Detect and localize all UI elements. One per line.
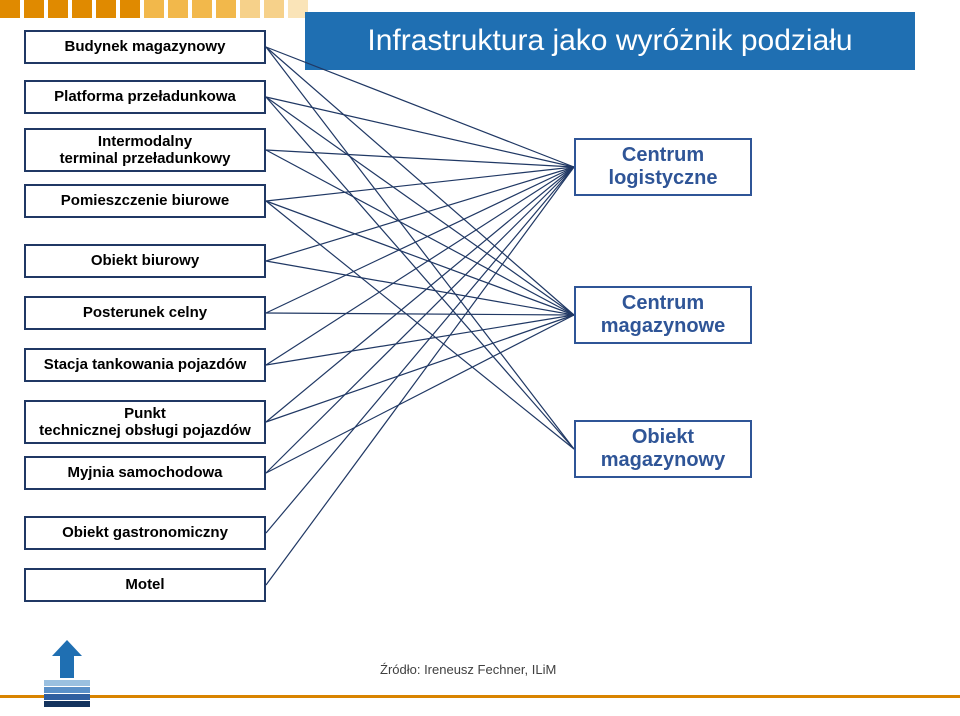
source-text: Źródło: Ireneusz Fechner, ILiM [380, 662, 556, 677]
node-myjnia-samochodowa: Myjnia samochodowa [24, 456, 266, 490]
node-centrum-magazynowe: Centrummagazynowe [574, 286, 752, 344]
node-platforma-przeladunkowa: Platforma przeładunkowa [24, 80, 266, 114]
edge [266, 47, 574, 449]
node-label: Posterunek celny [83, 304, 207, 321]
edge [266, 201, 574, 315]
node-label: Motel [125, 576, 164, 593]
top-strip-segment [48, 0, 68, 18]
node-stacja-tankowania: Stacja tankowania pojazdów [24, 348, 266, 382]
top-strip-segment [96, 0, 116, 18]
edge [266, 97, 574, 315]
top-strip-segment [0, 0, 20, 18]
top-strip-segment [24, 0, 44, 18]
node-label: Centrummagazynowe [601, 292, 725, 338]
bottom-divider [0, 695, 960, 698]
node-centrum-logistyczne: Centrumlogistyczne [574, 138, 752, 196]
top-strip-segment [216, 0, 236, 18]
edge [266, 150, 574, 315]
node-label: Pomieszczenie biurowe [61, 192, 229, 209]
node-posterunek-celny: Posterunek celny [24, 296, 266, 330]
edge [266, 315, 574, 473]
top-strip-segment [192, 0, 212, 18]
edge [266, 315, 574, 365]
edge [266, 47, 574, 315]
top-strip-segment [144, 0, 164, 18]
node-obiekt-gastronomiczny: Obiekt gastronomiczny [24, 516, 266, 550]
node-label: Intermodalnyterminal przeładunkowy [60, 133, 231, 168]
ilim-logo [38, 638, 96, 710]
node-label: Obiekt biurowy [91, 252, 199, 269]
node-label: Myjnia samochodowa [67, 464, 222, 481]
node-obiekt-magazynowy: Obiektmagazynowy [574, 420, 752, 478]
node-obiekt-biurowy: Obiekt biurowy [24, 244, 266, 278]
title-text: Infrastruktura jako wyróżnik podziału [367, 24, 852, 58]
top-strip-segment [120, 0, 140, 18]
slide-stage: Infrastruktura jako wyróżnik podziału Bu… [0, 0, 960, 716]
edge [266, 167, 574, 261]
node-budynek-magazynowy: Budynek magazynowy [24, 30, 266, 64]
node-intermodalny-terminal: Intermodalnyterminal przeładunkowy [24, 128, 266, 172]
node-label: Stacja tankowania pojazdów [44, 356, 247, 373]
edge [266, 167, 574, 585]
node-label: Budynek magazynowy [65, 38, 226, 55]
edge [266, 167, 574, 365]
edge [266, 97, 574, 167]
node-label: Centrumlogistyczne [609, 144, 718, 190]
node-label: Punkttechnicznej obsługi pojazdów [39, 405, 251, 440]
node-pomieszczenie-biurowe: Pomieszczenie biurowe [24, 184, 266, 218]
edge [266, 167, 574, 201]
node-motel: Motel [24, 568, 266, 602]
edge [266, 167, 574, 473]
edge [266, 261, 574, 315]
edge [266, 167, 574, 533]
edge [266, 167, 574, 422]
top-strip-segment [72, 0, 92, 18]
top-strip-segment [240, 0, 260, 18]
top-strip-segment [168, 0, 188, 18]
edge [266, 150, 574, 167]
edge [266, 167, 574, 313]
node-label: Obiektmagazynowy [601, 426, 725, 472]
top-strip-segment [264, 0, 284, 18]
node-punkt-obslugi: Punkttechnicznej obsługi pojazdów [24, 400, 266, 444]
edge [266, 313, 574, 315]
title-banner: Infrastruktura jako wyróżnik podziału [305, 12, 915, 70]
edge [266, 97, 574, 449]
edge [266, 201, 574, 449]
node-label: Obiekt gastronomiczny [62, 524, 228, 541]
node-label: Platforma przeładunkowa [54, 88, 236, 105]
edge [266, 315, 574, 422]
